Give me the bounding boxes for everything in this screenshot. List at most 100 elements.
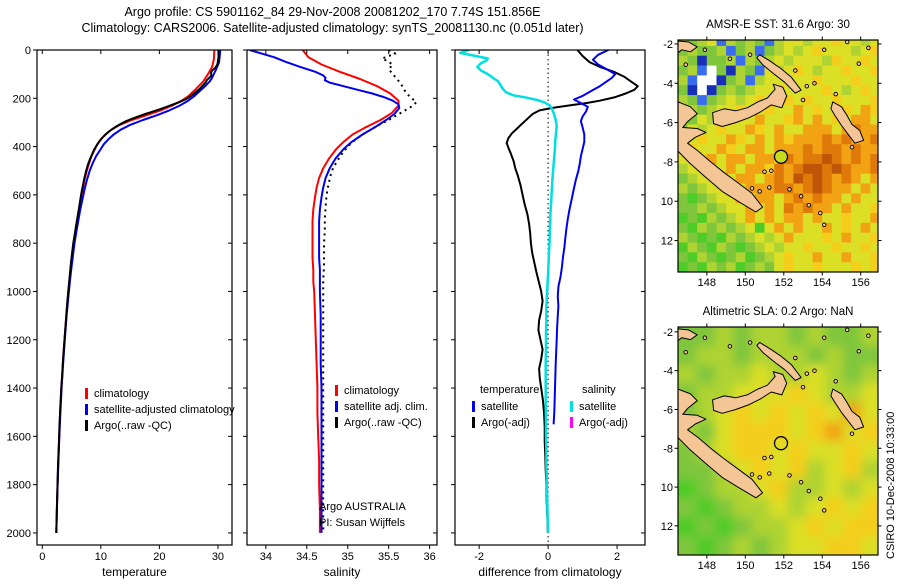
- grid-cell: [812, 124, 823, 135]
- grid-cell: [806, 384, 826, 404]
- grid-cell: [678, 203, 688, 214]
- grid-cell: [783, 144, 794, 155]
- grid-cell: [678, 183, 688, 194]
- grid-cell: [687, 213, 698, 224]
- grid-cell: [774, 242, 785, 253]
- grid-cell: [860, 173, 871, 184]
- grid-cell: [697, 40, 708, 47]
- grid-cell: [783, 114, 794, 125]
- grid-cell: [696, 384, 715, 404]
- grid-cell: [843, 460, 862, 480]
- grid-cell: [716, 203, 727, 214]
- grid-cell: [745, 222, 756, 233]
- grid-cell: [678, 365, 697, 385]
- grid-cell: [861, 346, 878, 366]
- grid-cell: [697, 173, 708, 184]
- grid-cell: [783, 134, 794, 145]
- grid-cell: [793, 95, 804, 106]
- grid-cell: [783, 55, 794, 66]
- grid-cell: [764, 40, 775, 47]
- grid-cell: [706, 252, 717, 263]
- grid-cell: [733, 327, 752, 347]
- grid-cell: [745, 55, 756, 66]
- grid-cell: [793, 242, 804, 253]
- grid-cell: [745, 154, 756, 165]
- grid-cell: [706, 55, 717, 66]
- grid-cell: [793, 252, 804, 263]
- grid-cell: [843, 346, 862, 366]
- grid-cell: [735, 213, 746, 224]
- land-polygon: [756, 342, 802, 381]
- grid-cell: [697, 242, 708, 253]
- island: [821, 47, 827, 53]
- grid-cell: [754, 183, 765, 194]
- grid-cell: [735, 203, 746, 214]
- grid-cell: [735, 144, 746, 155]
- grid-cell: [806, 403, 826, 423]
- grid-cell: [783, 173, 794, 184]
- grid-cell: [745, 114, 756, 125]
- grid-cell: [812, 45, 823, 57]
- land-polygon: [678, 101, 764, 213]
- grid-cell: [803, 183, 813, 194]
- grid-cell: [803, 104, 813, 116]
- land-polygon: [712, 371, 788, 414]
- grid-cell: [754, 75, 765, 86]
- lon-tick-label: 152: [775, 560, 793, 572]
- legend-label: climatology: [94, 388, 150, 400]
- grid-cell: [687, 85, 698, 96]
- grid-cell: [735, 222, 746, 233]
- grid-cell: [769, 441, 789, 461]
- grid-cell: [716, 222, 727, 233]
- grid-cell: [831, 65, 842, 76]
- grid-cell: [764, 124, 775, 135]
- grid-cell: [706, 104, 717, 116]
- grid-cell: [803, 232, 813, 243]
- grid-cell: [696, 536, 715, 555]
- grid-cell: [860, 154, 871, 165]
- grid-cell: [851, 222, 862, 233]
- grid-cell: [735, 95, 746, 106]
- grid-cell: [812, 222, 823, 233]
- lon-tick-label: 148: [698, 560, 716, 572]
- grid-cell: [697, 65, 708, 76]
- grid-cell: [735, 232, 746, 243]
- temperature-profile-axes-box: [36, 49, 233, 546]
- island: [702, 47, 708, 53]
- grid-cell: [870, 262, 878, 272]
- grid-cell: [806, 460, 826, 480]
- grid-cell: [697, 124, 708, 135]
- y-tick-label: 400: [13, 142, 31, 154]
- grid-cell: [774, 222, 785, 233]
- grid-cell: [678, 213, 688, 224]
- grid-cell: [783, 232, 794, 243]
- grid-cell: [831, 134, 842, 145]
- grid-cell: [735, 40, 746, 47]
- grid-cell: [870, 213, 878, 224]
- grid-cell: [831, 242, 842, 253]
- lat-tick-label: -2: [663, 327, 673, 339]
- legend-swatch-satellite-adjusted-climatology: [85, 404, 88, 415]
- grid-cell: [754, 163, 765, 175]
- grid-cell: [774, 213, 785, 224]
- lat-tick-label: -10: [660, 196, 673, 208]
- grid-cell: [751, 327, 771, 347]
- grid-cell: [678, 460, 697, 480]
- grid-cell: [735, 252, 746, 263]
- grid-cell: [774, 203, 785, 214]
- grid-cell: [783, 203, 794, 214]
- grid-cell: [831, 222, 842, 233]
- grid-cell: [678, 173, 688, 184]
- x-tick-label: 0: [39, 551, 45, 563]
- grid-cell: [831, 55, 842, 66]
- grid-cell: [843, 536, 862, 555]
- x-tick-label: 0: [545, 551, 551, 563]
- lat-tick-label: -4: [663, 366, 673, 378]
- grid-cell: [678, 154, 688, 165]
- temperature-profile-series-group: [55, 50, 222, 533]
- grid-cell: [851, 114, 862, 125]
- grid-cell: [697, 183, 708, 194]
- grid-cell: [697, 203, 708, 214]
- grid-cell: [841, 45, 852, 57]
- grid-cell: [783, 104, 794, 116]
